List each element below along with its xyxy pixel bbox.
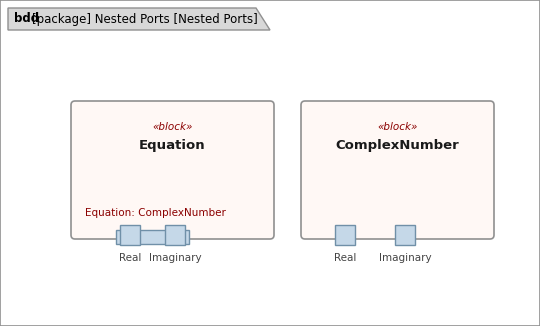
FancyBboxPatch shape [71, 101, 274, 239]
Text: Equation: Equation [139, 139, 206, 152]
Text: ComplexNumber: ComplexNumber [336, 139, 460, 152]
Text: Imaginary: Imaginary [148, 253, 201, 263]
Bar [120, 225, 140, 245]
Text: Real: Real [334, 253, 356, 263]
Text: Imaginary: Imaginary [379, 253, 431, 263]
Text: [package] Nested Ports [Nested Ports]: [package] Nested Ports [Nested Ports] [32, 12, 258, 25]
Text: Equation: ComplexNumber: Equation: ComplexNumber [85, 208, 226, 218]
Bar [395, 225, 415, 245]
Text: Real: Real [119, 253, 141, 263]
Text: bdd: bdd [14, 12, 39, 25]
Bar [335, 225, 355, 245]
Polygon shape [8, 8, 270, 30]
FancyBboxPatch shape [301, 101, 494, 239]
Bar [165, 225, 185, 245]
Bar [116, 230, 189, 244]
Text: «block»: «block» [152, 122, 193, 132]
Text: «block»: «block» [377, 122, 417, 132]
